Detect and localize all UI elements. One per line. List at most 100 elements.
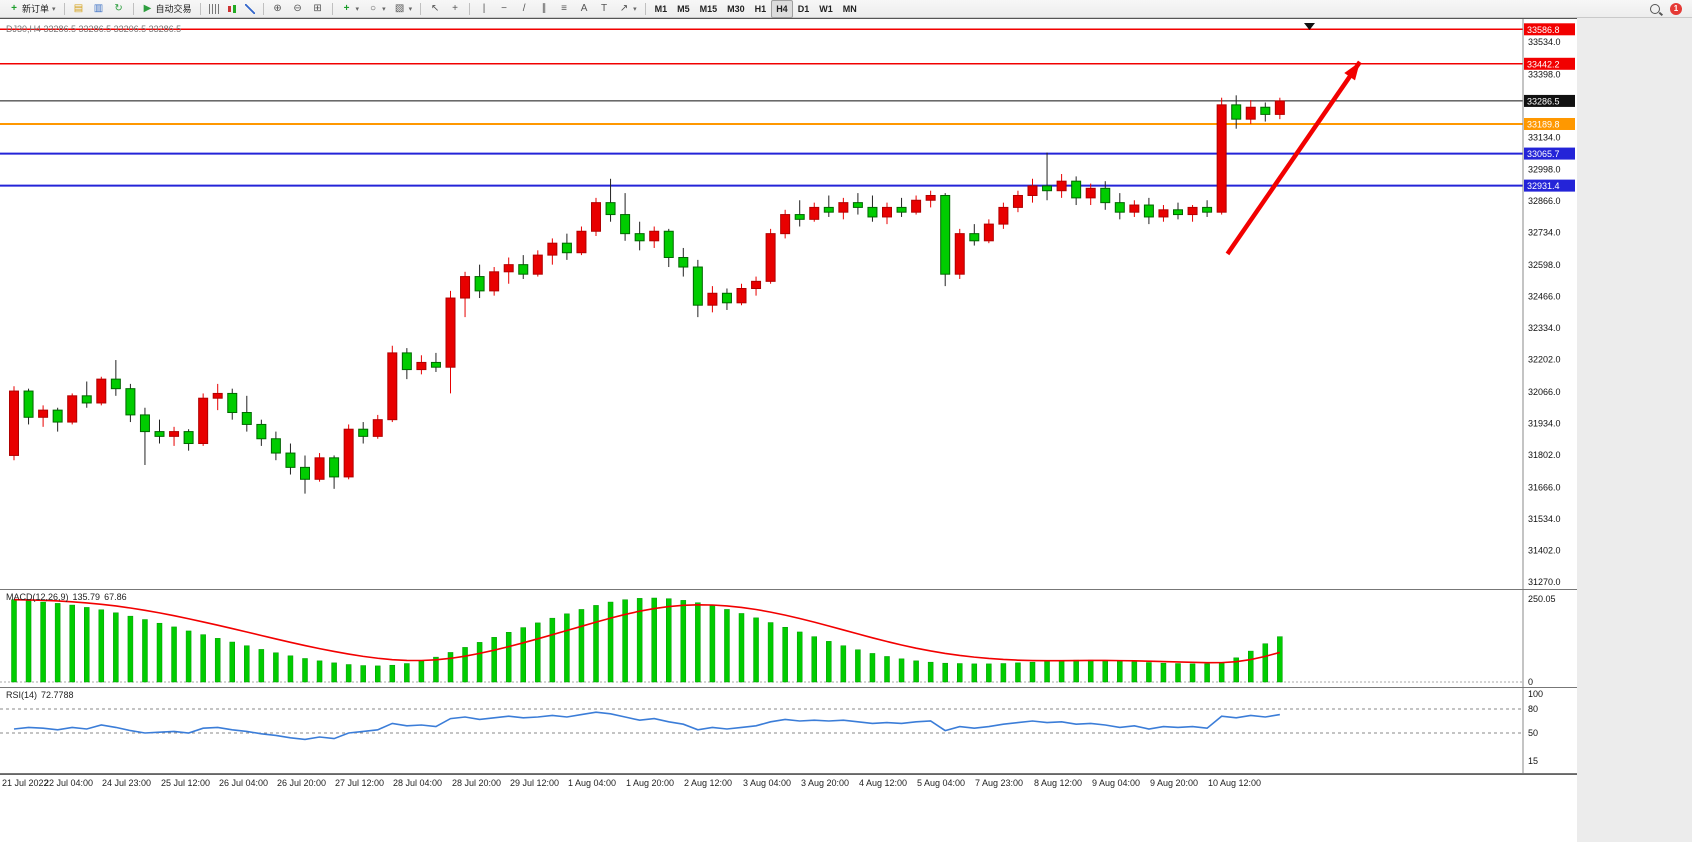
autotrading-button[interactable]: ▶ 自动交易 — [138, 0, 196, 18]
trendline-button[interactable]: / — [514, 0, 534, 18]
fibonacci-button[interactable]: ≡ — [554, 0, 574, 18]
text-icon: A — [580, 2, 588, 14]
time-label: 9 Aug 20:00 — [1150, 778, 1199, 788]
svg-text:33065.7: 33065.7 — [1527, 149, 1560, 159]
chevron-down-icon: ▾ — [355, 5, 360, 13]
vertical-line-button[interactable]: | — [474, 0, 494, 18]
time-label: 5 Aug 04:00 — [917, 778, 966, 788]
templates-button[interactable]: ▧ ▾ — [390, 0, 417, 18]
zoom-in-button[interactable]: ⊕ — [268, 0, 288, 18]
svg-text:33189.8: 33189.8 — [1527, 119, 1560, 129]
time-label: 9 Aug 04:00 — [1092, 778, 1141, 788]
timeframe-h4-button[interactable]: H4 — [771, 0, 793, 18]
svg-text:31270.0: 31270.0 — [1528, 577, 1561, 587]
new-order-button[interactable]: + 新订单 ▾ — [4, 0, 60, 18]
text-label-button[interactable]: T — [594, 0, 614, 18]
toolbar-separator — [262, 2, 264, 15]
crosshair-button[interactable]: + — [445, 0, 465, 18]
svg-text:15: 15 — [1528, 756, 1538, 766]
indicators-icon: + — [343, 2, 350, 14]
cursor-button[interactable]: ↖ — [425, 0, 445, 18]
tile-windows-icon: ⊞ — [313, 2, 322, 14]
timeframe-m5-button[interactable]: M5 — [672, 0, 695, 18]
time-label: 1 Aug 04:00 — [568, 778, 617, 788]
text-button[interactable]: A — [574, 0, 594, 18]
candlestick-chart-button[interactable] — [223, 0, 241, 18]
svg-text:32202.0: 32202.0 — [1528, 355, 1561, 365]
navigator-button[interactable]: ▥ — [89, 0, 109, 18]
trendline-icon: / — [522, 2, 526, 14]
timeframe-m15-button-label: M15 — [699, 3, 718, 14]
toolbar-separator — [63, 2, 65, 15]
time-label: 26 Jul 04:00 — [219, 778, 269, 788]
timeframe-m30-button-label: M30 — [727, 3, 745, 14]
rsi-panel: RSI(14) 72.7788 100 80 50 15 — [0, 688, 1577, 774]
time-label: 27 Jul 12:00 — [335, 778, 385, 788]
rsi-chart[interactable]: 100 80 50 15 — [0, 688, 1577, 773]
new-order-icon: + — [11, 2, 17, 14]
timeframe-mn-button[interactable]: MN — [838, 0, 862, 18]
svg-text:32598.0: 32598.0 — [1528, 260, 1561, 270]
zoom-in-icon: ⊕ — [273, 2, 282, 14]
timeframe-m1-button-label: M1 — [654, 3, 668, 14]
line-chart-button[interactable] — [241, 0, 259, 18]
autotrading-play-icon: ▶ — [143, 2, 152, 14]
chevron-down-icon: ▾ — [382, 5, 386, 13]
line-chart-icon — [244, 3, 255, 14]
price-chart[interactable]: 33534.0 33398.0 33134.0 32998.0 32866.0 32734… — [0, 19, 1577, 589]
market-watch-button[interactable]: ▤ — [69, 0, 89, 18]
toolbar: + 新订单 ▾ ▤ ▥ ↻ ▶ 自动交易 ⊕ ⊖ ⊞ + ▾ ○ ▾ ▧ ▾ ↖ + | − / ∥ ≡ A T ↗ ▾ M1 M5 M15… — [0, 0, 1692, 18]
macd-chart[interactable]: 250.05 0 — [0, 590, 1577, 687]
timeframe-h4-button-label: H4 — [776, 3, 788, 14]
svg-text:31666.0: 31666.0 — [1528, 482, 1561, 492]
time-label: 2 Aug 12:00 — [684, 778, 733, 788]
timeframe-m30-button[interactable]: M30 — [722, 0, 750, 18]
rsi-value: 72.7788 — [41, 690, 74, 700]
svg-text:32931.4: 32931.4 — [1527, 181, 1560, 191]
cursor-icon: ↖ — [430, 2, 440, 14]
svg-text:33286.5: 33286.5 — [1527, 96, 1560, 106]
notification-badge[interactable]: 1 — [1670, 2, 1682, 15]
svg-text:33586.8: 33586.8 — [1527, 25, 1560, 35]
svg-text:250.05: 250.05 — [1528, 594, 1556, 604]
timeframe-m5-button-label: M5 — [677, 3, 690, 14]
bar-chart-button[interactable] — [205, 0, 223, 18]
rsi-label: RSI(14) 72.7788 — [6, 690, 74, 700]
svg-text:32998.0: 32998.0 — [1528, 165, 1561, 175]
time-label: 1 Aug 20:00 — [626, 778, 675, 788]
market-watch-icon: ▤ — [73, 2, 84, 14]
equidistant-channel-button[interactable]: ∥ — [534, 0, 554, 18]
svg-text:33534.0: 33534.0 — [1528, 37, 1561, 47]
chart-ohlc-title: DJ30,H4 33286.5 33286.5 33206.5 33286.5 — [6, 24, 182, 34]
macd-indicator-name: MACD(12,26,9) — [6, 592, 69, 602]
new-order-button-label: 新订单 — [22, 4, 50, 14]
svg-text:31402.0: 31402.0 — [1528, 545, 1561, 555]
navigator-icon: ▥ — [93, 2, 104, 14]
arrows-icon: ↗ — [619, 2, 629, 14]
timeframe-w1-button[interactable]: W1 — [814, 0, 838, 18]
indicators-button[interactable]: + ▾ — [337, 0, 364, 18]
timeframe-d1-button[interactable]: D1 — [793, 0, 815, 18]
zoom-out-button[interactable]: ⊖ — [288, 0, 308, 18]
time-axis[interactable]: 21 Jul 2022 22 Jul 04:00 24 Jul 23:00 25 Ju… — [0, 774, 1577, 791]
timeframe-h1-button[interactable]: H1 — [750, 0, 772, 18]
zoom-out-icon: ⊖ — [293, 2, 302, 14]
refresh-button[interactable]: ↻ — [109, 0, 129, 18]
svg-text:31802.0: 31802.0 — [1528, 450, 1561, 460]
macd-label: MACD(12,26,9) 135.79 67.86 — [6, 592, 127, 602]
horizontal-line-button[interactable]: − — [494, 0, 514, 18]
timeframe-mn-button-label: MN — [842, 3, 857, 14]
horizontal-line-icon: − — [501, 2, 508, 14]
periods-button[interactable]: ○ ▾ — [363, 0, 390, 18]
svg-text:33442.2: 33442.2 — [1527, 59, 1560, 69]
timeframe-d1-button-label: D1 — [797, 3, 810, 14]
timeframe-m15-button[interactable]: M15 — [695, 0, 723, 18]
time-label: 28 Jul 04:00 — [393, 778, 443, 788]
arrows-button[interactable]: ↗ ▾ — [614, 0, 641, 18]
chevron-down-icon: ▾ — [52, 5, 56, 13]
search-button[interactable] — [1646, 0, 1664, 18]
timeframe-m1-button[interactable]: M1 — [650, 0, 673, 18]
svg-text:32866.0: 32866.0 — [1528, 196, 1561, 206]
tile-windows-button[interactable]: ⊞ — [308, 0, 328, 18]
time-label: 3 Aug 20:00 — [801, 778, 850, 788]
